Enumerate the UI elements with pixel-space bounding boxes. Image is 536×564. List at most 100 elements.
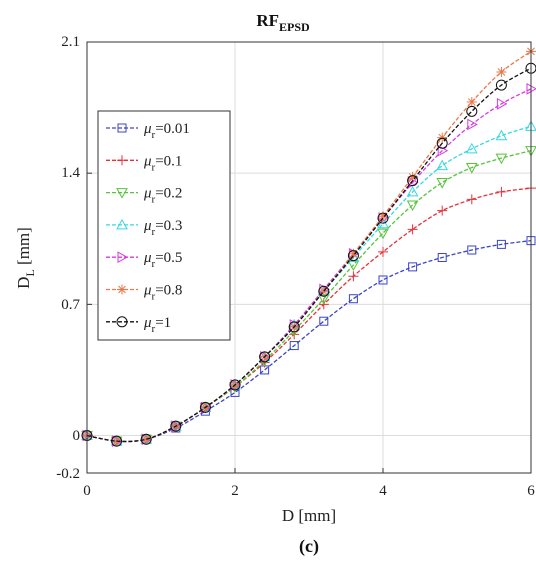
data-point-marker	[378, 246, 388, 257]
y-axis-label: DL [mm]	[14, 227, 37, 289]
x-tick-label: 2	[231, 483, 239, 499]
legend-subscript: r	[152, 258, 156, 270]
y-tick-label: 0.7	[61, 297, 80, 313]
data-point-marker	[348, 248, 359, 259]
data-point-marker	[406, 185, 419, 197]
legend-value: =0.1	[155, 153, 182, 169]
legend-label: μr=0.01	[143, 121, 190, 141]
data-point-marker	[117, 284, 127, 295]
legend: μr=0.01μr=0.1μr=0.2μr=0.3μr=0.5μr=0.8μr=…	[97, 110, 231, 341]
legend-label: μr=0.5	[143, 250, 182, 270]
data-point-marker	[116, 218, 128, 230]
legend-entry-0: μr=0.01	[106, 121, 190, 141]
series-layer	[81, 46, 536, 448]
data-point-marker	[437, 132, 448, 143]
legend-value: =0.3	[155, 218, 182, 234]
data-point-marker	[466, 105, 478, 117]
data-point-marker	[140, 433, 152, 445]
data-point-marker	[406, 200, 419, 212]
data-point-marker	[437, 205, 448, 216]
data-point-marker	[347, 250, 359, 262]
data-point-marker	[318, 286, 329, 297]
data-point-marker	[116, 316, 128, 328]
legend-subscript: r	[152, 161, 156, 173]
y-axis-label-main: D	[14, 277, 33, 289]
data-point-marker	[436, 178, 449, 189]
x-axis-label: D [mm]	[282, 506, 336, 525]
series-path	[86, 67, 532, 443]
data-point-marker	[466, 96, 477, 107]
series-path	[86, 239, 532, 443]
tick-marks	[86, 41, 532, 474]
data-point-marker	[437, 253, 447, 262]
y-tick-labels: -0.2 0 0.7 1.4 2.1	[56, 34, 80, 482]
data-point-marker	[319, 316, 329, 326]
y-tick-label: 2.1	[61, 34, 80, 50]
data-point-marker	[408, 262, 418, 272]
data-point-marker	[378, 211, 388, 222]
y-axis-label-sub: L	[23, 269, 37, 276]
x-tick-labels: 0 2 4 6	[83, 483, 535, 499]
x-tick-label: 4	[379, 483, 387, 499]
data-point-marker	[378, 275, 388, 285]
chart-title-main: RF	[256, 11, 279, 30]
legend-symbol: μ	[143, 315, 152, 331]
legend-subscript: r	[152, 323, 156, 335]
series-line-6	[81, 62, 536, 447]
legend-value: =0.5	[155, 250, 182, 266]
data-point-marker	[170, 420, 182, 432]
legend-symbol: μ	[143, 283, 152, 299]
data-point-marker	[111, 435, 123, 447]
data-point-marker	[141, 434, 152, 445]
legend-symbol: μ	[143, 250, 152, 266]
data-point-marker	[377, 217, 389, 229]
data-point-marker	[377, 212, 389, 224]
data-point-marker	[117, 251, 129, 264]
legend-entry-1: μr=0.1	[106, 153, 182, 173]
y-tick-label: 1.4	[61, 165, 80, 181]
legend-entry-5: μr=0.8	[106, 283, 182, 303]
legend-subscript: r	[152, 194, 156, 206]
legend-value: =0.2	[155, 186, 182, 202]
data-point-marker	[465, 142, 478, 154]
x-tick-label: 0	[83, 483, 91, 499]
data-point-marker	[117, 123, 127, 133]
legend-entry-6: μr=1	[106, 315, 171, 335]
legend-subscript: r	[152, 291, 156, 303]
data-point-marker	[495, 129, 508, 141]
data-point-marker	[116, 188, 128, 199]
y-tick-label: 0	[73, 428, 81, 444]
data-point-marker	[496, 97, 508, 110]
y-tick-label: -0.2	[56, 466, 80, 482]
data-point-marker	[348, 294, 358, 304]
data-point-marker	[377, 228, 389, 240]
legend-label: μr=0.8	[143, 283, 182, 303]
data-point-marker	[496, 239, 506, 249]
data-point-marker	[495, 153, 508, 165]
legend-label: μr=1	[143, 315, 171, 335]
chart-title: RFEPSD	[256, 11, 310, 34]
data-point-marker	[288, 321, 300, 333]
data-point-marker	[289, 341, 299, 351]
data-point-marker	[199, 401, 211, 413]
data-point-marker	[436, 159, 449, 171]
panel-label: (c)	[299, 536, 319, 557]
data-point-marker	[465, 163, 478, 174]
legend-subscript: r	[152, 226, 156, 238]
data-point-marker	[407, 224, 418, 235]
data-point-marker	[318, 285, 330, 297]
data-point-marker	[496, 66, 507, 77]
legend-symbol: μ	[143, 153, 152, 169]
data-point-marker	[496, 186, 507, 197]
plot-frame	[86, 41, 532, 474]
y-axis-label-unit: [mm]	[14, 227, 33, 269]
legend-value: =1	[155, 315, 171, 331]
legend-label: μr=0.2	[143, 186, 182, 206]
legend-symbol: μ	[143, 121, 152, 137]
chart-title-subscript: EPSD	[279, 20, 310, 34]
data-point-marker	[259, 351, 271, 363]
data-point-marker	[466, 194, 477, 205]
legend-entry-2: μr=0.2	[106, 186, 182, 206]
legend-label: μr=0.3	[143, 218, 182, 238]
